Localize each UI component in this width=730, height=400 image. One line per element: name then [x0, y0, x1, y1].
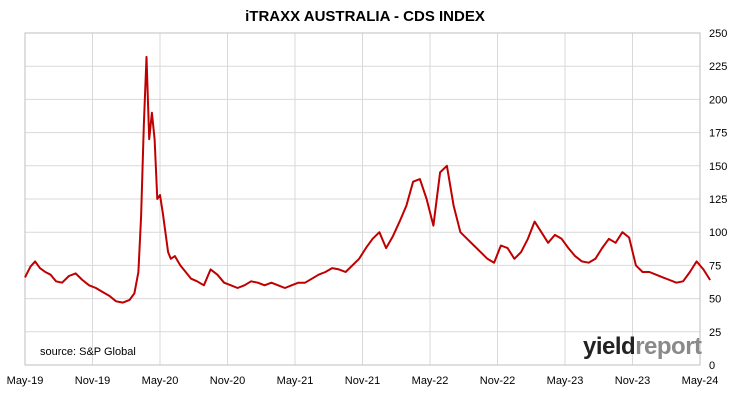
series-line	[24, 55, 711, 304]
source-note: source: S&P Global	[40, 346, 136, 358]
x-tick-label: Nov-20	[210, 375, 245, 387]
chart-title: iTRAXX AUSTRALIA - CDS INDEX	[245, 8, 485, 25]
y-tick-label: 150	[709, 161, 727, 173]
x-tick-label: May-24	[682, 375, 719, 387]
x-tick-label: Nov-19	[75, 375, 110, 387]
x-tick-label: May-19	[7, 375, 44, 387]
y-tick-label: 225	[709, 61, 727, 73]
y-tick-label: 250	[709, 28, 727, 40]
plot-frame	[24, 32, 701, 366]
y-tick-label: 50	[709, 294, 721, 306]
yieldreport-logo: yieldreport	[583, 333, 702, 361]
x-tick-label: May-22	[412, 375, 449, 387]
logo-part-yield: yield	[583, 333, 636, 360]
y-tick-labels: 0 25 50 75 100 125 150 175 200 225 250	[709, 28, 727, 372]
x-tick-label: Nov-22	[480, 375, 515, 387]
y-tick-label: 25	[709, 327, 721, 339]
x-tick-label: May-21	[277, 375, 314, 387]
y-tick-label: 0	[709, 360, 715, 372]
y-tick-label: 200	[709, 94, 727, 106]
logo-part-report: report	[635, 333, 702, 360]
y-tick-label: 75	[709, 260, 721, 272]
x-tick-label: May-20	[142, 375, 179, 387]
y-tick-label: 100	[709, 227, 727, 239]
x-tick-labels: May-19 Nov-19 May-20 Nov-20 May-21 Nov-21 May-…	[7, 375, 719, 387]
y-tick-label: 175	[709, 128, 727, 140]
x-tick-label: Nov-23	[615, 375, 650, 387]
x-tick-label: May-23	[547, 375, 584, 387]
y-tick-label: 125	[709, 194, 727, 206]
x-tick-label: Nov-21	[345, 375, 380, 387]
